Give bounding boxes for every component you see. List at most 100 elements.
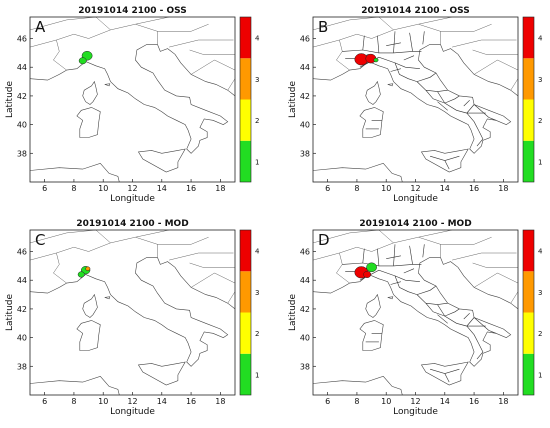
x-tick-label: 6 [42, 397, 47, 406]
admin-boundary [386, 42, 401, 46]
coastline [30, 69, 67, 81]
colorbar-frame [239, 229, 252, 396]
y-tick-label: 38 [17, 149, 27, 158]
island-outline [420, 148, 469, 173]
x-tick-label: 8 [71, 184, 76, 193]
country-border [313, 230, 379, 244]
x-tick-label: 18 [498, 184, 508, 193]
colorbar-segment-4 [240, 230, 251, 272]
country-border [30, 252, 67, 284]
coastline [157, 257, 235, 310]
x-tick-label: 14 [440, 184, 450, 193]
colorbar-segment-1 [523, 353, 534, 395]
colorbar-tick-label: 1 [255, 158, 259, 166]
y-tick-label: 42 [300, 305, 310, 314]
map-panel-c: 6 8 10 12 14 16 183840424446LongitudeLatitude2… [5, 219, 260, 417]
x-tick-label: 12 [410, 184, 420, 193]
admin-boundary [444, 160, 450, 170]
y-tick-label: 40 [300, 121, 310, 130]
admin-boundary [342, 49, 422, 54]
country-border [169, 252, 234, 261]
x-axis-label: Longitude [110, 407, 155, 417]
island-outline [104, 296, 111, 300]
admin-boundary [425, 303, 460, 317]
coastline [313, 375, 403, 395]
axes-frame [29, 16, 236, 183]
x-tick-label: 16 [469, 397, 479, 406]
admin-boundary [403, 268, 415, 274]
colorbar-segment-1 [240, 140, 251, 182]
country-border [157, 236, 209, 245]
x-tick-label: 10 [98, 184, 108, 193]
warning-area-level-1 [373, 57, 379, 63]
country-border [510, 291, 518, 304]
y-tick-label: 42 [300, 92, 310, 101]
admin-boundary [403, 55, 415, 61]
x-axis-label: Longitude [393, 407, 438, 417]
admin-boundary [473, 104, 497, 121]
country-border [418, 17, 453, 25]
y-tick-label: 44 [300, 63, 310, 72]
coastline [30, 162, 120, 182]
x-tick-label: 10 [98, 397, 108, 406]
x-tick-label: 8 [71, 397, 76, 406]
colorbar-tick-label: 2 [255, 330, 259, 338]
country-border [510, 78, 518, 91]
colorbar-tick-label: 1 [538, 158, 542, 166]
admin-boundary [342, 262, 422, 267]
country-border [56, 236, 158, 258]
admin-boundary [394, 62, 418, 82]
panel-title: 20191014 2100 - OSS [78, 6, 187, 16]
colorbar-frame [522, 229, 535, 396]
country-border [339, 23, 441, 45]
country-border [313, 39, 350, 71]
country-border [30, 17, 96, 31]
y-axis-label: Latitude [5, 294, 15, 332]
country-border [313, 17, 379, 31]
panel-letter: C [35, 231, 45, 249]
x-tick-label: 6 [325, 397, 330, 406]
y-tick-label: 38 [300, 362, 310, 371]
colorbar-frame [239, 16, 252, 183]
country-border [227, 291, 235, 304]
country-border [189, 49, 235, 55]
country-border [378, 230, 394, 244]
island-outline [420, 361, 469, 386]
country-border [95, 230, 111, 244]
colorbar-segment-3 [240, 58, 251, 100]
island-outline [82, 293, 98, 318]
x-tick-label: 12 [127, 184, 137, 193]
x-tick-label: 18 [215, 397, 225, 406]
colorbar-segment-2 [523, 99, 534, 141]
x-tick-label: 18 [498, 397, 508, 406]
admin-boundary [416, 294, 448, 305]
colorbar-segment-4 [240, 17, 251, 59]
country-border [30, 230, 96, 244]
coastline [66, 44, 229, 154]
colorbar-tick-label: 3 [538, 289, 542, 297]
colorbar: 1 2 3 4 [522, 229, 543, 396]
y-tick-label: 46 [300, 35, 310, 44]
admin-boundary [394, 275, 418, 295]
y-axis-label: Latitude [288, 294, 298, 332]
admin-boundary [430, 155, 460, 161]
y-tick-label: 42 [17, 305, 27, 314]
y-tick-label: 40 [17, 334, 27, 343]
panel-title: 20191014 2100 - MOD [359, 219, 471, 229]
colorbar-segment-3 [523, 58, 534, 100]
x-tick-label: 14 [157, 397, 167, 406]
colorbar-tick-label: 3 [255, 289, 259, 297]
island-outline [365, 293, 381, 318]
y-tick-label: 44 [300, 276, 310, 285]
axes-frame [312, 229, 519, 396]
coastline [349, 44, 512, 154]
country-border [313, 252, 350, 284]
country-border [189, 262, 235, 268]
admin-boundary [463, 312, 470, 320]
country-border [378, 17, 394, 31]
x-tick-label: 14 [157, 184, 167, 193]
x-tick-label: 16 [186, 184, 196, 193]
admin-boundary [466, 325, 479, 344]
admin-boundary [409, 32, 413, 52]
panel-title: 20191014 2100 - MOD [76, 219, 188, 229]
